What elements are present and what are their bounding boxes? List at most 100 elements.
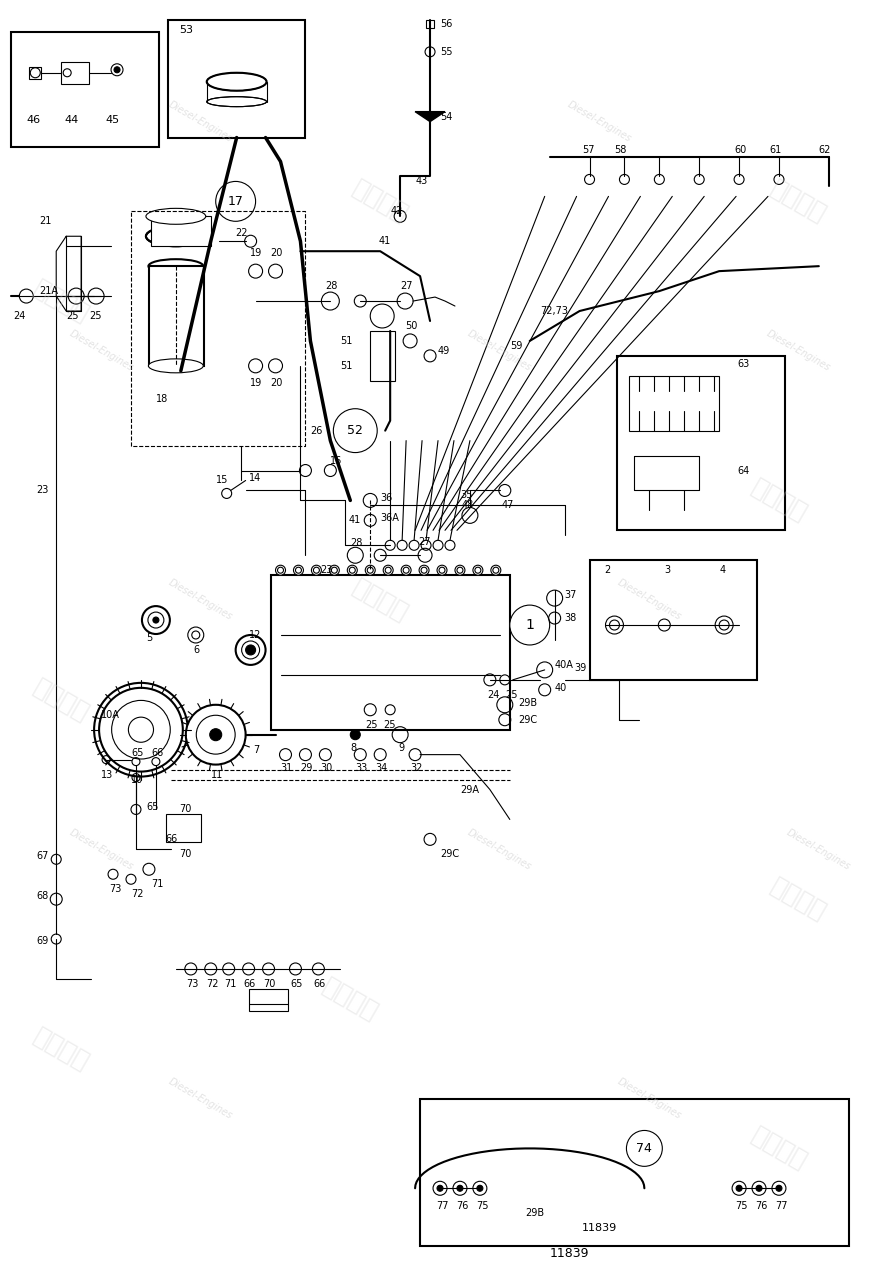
Bar	[370, 331, 395, 381]
Text: 68: 68	[36, 891, 49, 901]
Text: 24: 24	[487, 690, 499, 700]
Text: 19: 19	[249, 378, 262, 388]
Text: 26: 26	[311, 425, 323, 435]
Ellipse shape	[94, 682, 188, 777]
Bar	[29, 66, 41, 79]
Text: 28: 28	[326, 281, 337, 292]
Text: 3: 3	[664, 565, 670, 575]
Ellipse shape	[236, 635, 265, 665]
Text: Diesel-Engines: Diesel-Engines	[466, 827, 534, 872]
Text: 38: 38	[564, 614, 577, 622]
Text: 46: 46	[27, 115, 40, 125]
Circle shape	[473, 565, 483, 575]
Text: 11839: 11839	[550, 1246, 589, 1259]
Text: 37: 37	[564, 591, 577, 600]
Circle shape	[510, 605, 550, 645]
Text: 7: 7	[254, 745, 260, 755]
Text: 15: 15	[215, 476, 228, 485]
Circle shape	[491, 565, 501, 575]
Circle shape	[627, 1130, 662, 1166]
Text: 18: 18	[156, 393, 168, 404]
Text: Diesel-Engines: Diesel-Engines	[68, 827, 134, 872]
Text: 53: 53	[179, 25, 193, 34]
Text: 22: 22	[236, 228, 248, 238]
Text: 6: 6	[194, 645, 200, 654]
Text: 49: 49	[438, 346, 450, 356]
Text: 25: 25	[89, 311, 101, 321]
Text: 75: 75	[735, 1202, 748, 1211]
Bar	[248, 989, 288, 1011]
Text: 19: 19	[249, 248, 262, 258]
Text: 23: 23	[320, 565, 333, 575]
Text: 11839: 11839	[582, 1223, 617, 1234]
Text: 25: 25	[505, 690, 517, 700]
Circle shape	[401, 565, 411, 575]
Text: 紫发动力: 紫发动力	[29, 276, 93, 326]
Text: Diesel-Engines: Diesel-Engines	[616, 1076, 684, 1122]
Circle shape	[365, 565, 376, 575]
Circle shape	[215, 182, 255, 222]
Text: 20: 20	[271, 378, 283, 388]
Text: 64: 64	[737, 466, 749, 476]
Text: 35: 35	[460, 490, 473, 500]
Text: 67: 67	[36, 852, 49, 862]
Text: 紫发动力: 紫发动力	[319, 974, 383, 1025]
Bar	[589, 560, 757, 680]
Text: 56: 56	[440, 19, 452, 29]
Text: 77: 77	[436, 1202, 449, 1211]
Circle shape	[384, 565, 393, 575]
Text: 58: 58	[614, 145, 627, 154]
Text: 65: 65	[290, 979, 303, 989]
Text: 21A: 21A	[39, 286, 58, 297]
Circle shape	[477, 1185, 483, 1192]
Text: 13: 13	[101, 770, 113, 779]
Text: 55: 55	[440, 47, 452, 57]
Text: 32: 32	[410, 763, 423, 773]
Text: 29C: 29C	[518, 714, 537, 724]
Text: Diesel-Engines: Diesel-Engines	[466, 328, 534, 373]
Text: 51: 51	[340, 336, 352, 346]
Text: 30: 30	[320, 763, 333, 773]
Circle shape	[334, 409, 377, 453]
Text: 11: 11	[211, 770, 223, 779]
Text: 4: 4	[719, 565, 725, 575]
Ellipse shape	[146, 227, 206, 246]
Bar	[61, 62, 89, 84]
Text: 紫发动力: 紫发动力	[348, 574, 412, 625]
Text: 36A: 36A	[380, 513, 399, 523]
Text: 20: 20	[271, 248, 283, 258]
Text: Diesel-Engines: Diesel-Engines	[167, 578, 234, 622]
Text: 27: 27	[418, 537, 431, 547]
Text: Diesel-Engines: Diesel-Engines	[566, 99, 634, 144]
Text: 50: 50	[405, 321, 417, 331]
Text: Diesel-Engines: Diesel-Engines	[167, 99, 234, 144]
Text: 47: 47	[502, 500, 514, 510]
Bar	[420, 1099, 849, 1246]
Text: 34: 34	[376, 763, 387, 773]
Circle shape	[347, 565, 357, 575]
Text: Diesel-Engines: Diesel-Engines	[167, 1076, 234, 1122]
Circle shape	[210, 728, 222, 741]
Text: 66: 66	[151, 747, 163, 757]
Text: 71: 71	[223, 979, 236, 989]
Circle shape	[776, 1185, 782, 1192]
Circle shape	[153, 617, 159, 622]
Text: 66: 66	[313, 979, 326, 989]
Circle shape	[142, 606, 170, 634]
Text: 40A: 40A	[554, 659, 573, 670]
Text: 2: 2	[604, 565, 611, 575]
Text: 48: 48	[462, 500, 474, 510]
Text: 57: 57	[583, 145, 595, 154]
Text: 54: 54	[440, 112, 452, 122]
Text: 70: 70	[263, 979, 276, 989]
Text: 52: 52	[347, 424, 363, 437]
Text: 紫发动力: 紫发动力	[348, 176, 412, 227]
Text: 紫发动力: 紫发动力	[767, 873, 831, 924]
Text: 27: 27	[400, 281, 413, 292]
Text: 29: 29	[301, 763, 312, 773]
Text: 59: 59	[510, 341, 522, 351]
Ellipse shape	[149, 260, 203, 274]
Bar	[149, 266, 204, 365]
Text: 45: 45	[105, 115, 119, 125]
Text: 41: 41	[348, 516, 360, 526]
